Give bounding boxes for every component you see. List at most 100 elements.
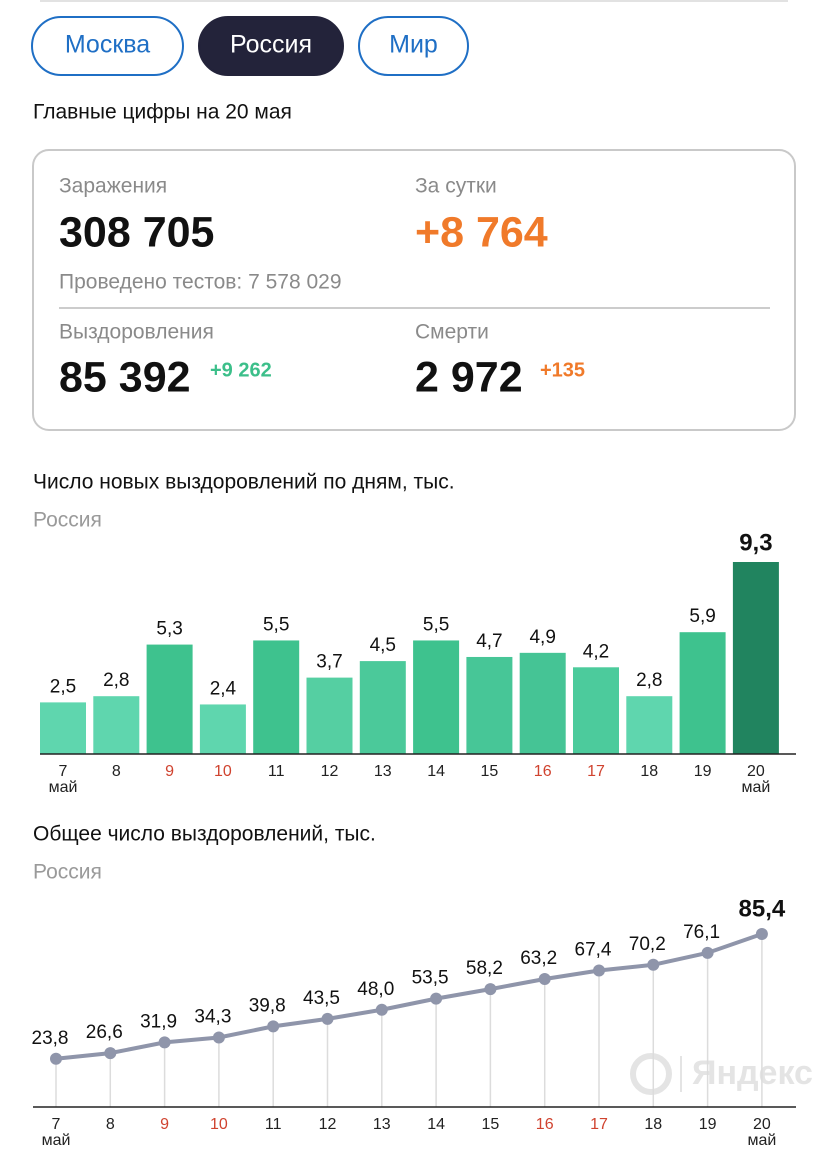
x-tick-label: 14 xyxy=(427,763,445,780)
value-label: 31,9 xyxy=(140,1011,177,1032)
tab-label[interactable]: Мир xyxy=(389,31,438,59)
x-tick-label: 8 xyxy=(112,763,121,780)
point xyxy=(104,1047,117,1060)
x-tick-label: 11 xyxy=(265,1116,282,1133)
value-label: 76,1 xyxy=(683,922,720,943)
value-label: 34,3 xyxy=(194,1007,231,1028)
x-tick-sublabel: май xyxy=(42,1132,71,1149)
value-label: 2,4 xyxy=(210,678,237,699)
bar xyxy=(253,640,300,754)
x-tick-label: 13 xyxy=(373,1116,391,1133)
chart-title: Общее число выздоровлений, тыс. xyxy=(33,823,376,846)
value-label: 4,2 xyxy=(583,641,609,662)
daily-label: За сутки xyxy=(415,175,497,198)
bar xyxy=(93,696,140,754)
value-label: 2,5 xyxy=(50,676,76,697)
bar xyxy=(306,677,353,754)
point xyxy=(430,992,443,1005)
deaths-value: 2 972 xyxy=(415,353,523,401)
x-tick-label: 18 xyxy=(644,1116,662,1133)
tab[interactable] xyxy=(198,16,344,76)
value-label: 58,2 xyxy=(466,958,503,979)
deaths-delta: +135 xyxy=(540,359,585,381)
point xyxy=(267,1020,280,1033)
value-label: 63,2 xyxy=(520,948,557,969)
bar xyxy=(199,704,246,754)
x-tick-label: 20 xyxy=(747,763,765,780)
bar xyxy=(146,644,193,754)
point xyxy=(375,1003,388,1016)
value-label: 9,3 xyxy=(739,529,772,556)
value-label: 23,8 xyxy=(32,1028,69,1049)
bar xyxy=(732,562,779,754)
x-tick-label: 9 xyxy=(165,763,174,780)
point xyxy=(647,958,660,971)
x-tick-label: 17 xyxy=(587,763,605,780)
point xyxy=(212,1031,225,1044)
x-tick-label: 15 xyxy=(481,763,499,780)
x-tick-label: 15 xyxy=(482,1116,500,1133)
stats-card xyxy=(32,149,796,431)
value-label: 4,9 xyxy=(529,627,555,648)
tests: Проведено тестов: 7 578 029 xyxy=(59,271,342,294)
x-tick-label: 11 xyxy=(268,763,285,780)
chart-title: Число новых выздоровлений по дням, тыс. xyxy=(33,471,455,494)
value-label: 53,5 xyxy=(412,968,449,989)
x-tick-sublabel: май xyxy=(741,779,770,796)
x-tick-label: 13 xyxy=(374,763,392,780)
value-label: 43,5 xyxy=(303,988,340,1009)
point xyxy=(701,946,714,959)
x-tick-label: 7 xyxy=(59,763,68,780)
bar xyxy=(466,656,513,754)
x-tick-label: 16 xyxy=(536,1116,554,1133)
x-tick-label: 16 xyxy=(534,763,552,780)
value-label: 85,4 xyxy=(739,895,786,922)
watermark: Яндекс xyxy=(692,1054,813,1092)
x-tick-label: 19 xyxy=(699,1116,717,1133)
x-tick-label: 9 xyxy=(160,1116,169,1133)
point xyxy=(158,1036,171,1049)
point xyxy=(321,1012,334,1025)
value-label: 2,8 xyxy=(103,670,129,691)
recovered-delta: +9 262 xyxy=(210,359,272,381)
bar xyxy=(413,640,460,754)
point xyxy=(593,964,605,977)
bar xyxy=(359,661,406,754)
x-tick-label: 12 xyxy=(319,1116,337,1133)
cases-value: 308 705 xyxy=(59,208,214,256)
value-label: 4,7 xyxy=(476,631,502,652)
value-label: 5,5 xyxy=(423,614,449,635)
value-label: 70,2 xyxy=(629,934,666,955)
daily-value: +8 764 xyxy=(415,208,548,256)
bar xyxy=(519,652,566,754)
x-tick-label: 18 xyxy=(640,763,658,780)
x-tick-label: 10 xyxy=(214,763,232,780)
point xyxy=(755,928,768,940)
recovered-value: 85 392 xyxy=(59,353,191,401)
headline: Главные цифры на 20 мая xyxy=(33,101,292,124)
x-tick-label: 12 xyxy=(321,763,339,780)
value-label: 48,0 xyxy=(357,979,394,1000)
deaths-label: Смерти xyxy=(415,321,489,344)
bar xyxy=(40,702,86,754)
tab[interactable] xyxy=(31,16,184,76)
x-tick-sublabel: май xyxy=(49,779,78,796)
recovered-label: Выздоровления xyxy=(59,321,214,344)
x-tick-label: 20 xyxy=(753,1116,771,1133)
chart-subtitle: Россия xyxy=(33,509,102,532)
x-tick-label: 8 xyxy=(106,1116,115,1133)
x-tick-label: 19 xyxy=(694,763,712,780)
value-label: 67,4 xyxy=(575,939,612,960)
cases-label: Заражения xyxy=(59,175,167,198)
tab-label[interactable]: Россия xyxy=(230,31,312,59)
tab-label[interactable]: Москва xyxy=(65,31,150,59)
value-label: 2,8 xyxy=(636,670,662,691)
bar xyxy=(679,632,726,754)
value-label: 5,9 xyxy=(689,606,715,627)
value-label: 39,8 xyxy=(249,995,286,1016)
watermark-logo xyxy=(630,1053,672,1095)
tab[interactable] xyxy=(358,16,469,76)
point xyxy=(50,1052,62,1065)
x-tick-label: 7 xyxy=(52,1116,61,1133)
